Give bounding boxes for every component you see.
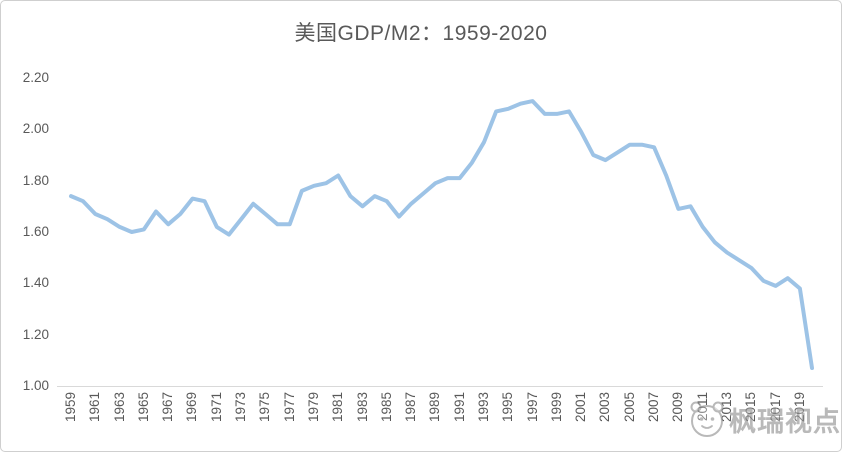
x-axis-tick-label: 2001 xyxy=(573,392,589,423)
x-axis-tick-label: 1973 xyxy=(233,392,249,423)
x-axis-tick-label: 2019 xyxy=(791,392,807,423)
y-axis-tick-label: 1.60 xyxy=(22,224,49,239)
x-axis-tick-label: 1959 xyxy=(63,392,78,423)
x-axis-tick-label: 1967 xyxy=(160,392,176,423)
x-axis-tick-label: 1981 xyxy=(330,392,346,423)
chart-title: 美国GDP/M2：1959-2020 xyxy=(294,22,548,45)
y-axis-tick-label: 2.20 xyxy=(22,70,49,85)
x-axis-tick-label: 1983 xyxy=(354,392,370,423)
x-axis-tick-label: 1965 xyxy=(135,392,151,423)
x-axis-tick-label: 1971 xyxy=(208,392,224,423)
x-axis-tick-label: 1991 xyxy=(451,392,467,423)
x-axis-tick-label: 1989 xyxy=(427,392,443,423)
x-axis-tick-label: 1985 xyxy=(378,392,394,423)
x-axis-tick-label: 1979 xyxy=(305,392,321,423)
x-axis-tick-label: 2005 xyxy=(621,392,637,423)
y-axis-tick-label: 1.20 xyxy=(22,326,49,342)
y-axis-tick-label: 1.00 xyxy=(22,378,49,393)
x-axis-tick-label: 1975 xyxy=(257,392,273,423)
x-axis-tick-label: 1969 xyxy=(184,392,200,423)
x-axis-tick-label: 1961 xyxy=(87,392,103,423)
x-axis-tick-label: 1963 xyxy=(111,392,127,423)
gdp-m2-series-line xyxy=(69,99,814,370)
x-axis-tick-label: 1999 xyxy=(548,392,564,423)
x-axis-tick-label: 2017 xyxy=(767,392,783,423)
x-axis-tick-label: 1995 xyxy=(500,392,516,423)
x-axis-tick-label: 2013 xyxy=(718,392,734,423)
y-axis-tick-label: 1.40 xyxy=(22,275,49,291)
x-axis-line xyxy=(57,386,823,387)
x-axis-tick-label: 1993 xyxy=(476,392,492,423)
y-axis-tick-label: 2.00 xyxy=(22,121,49,137)
x-axis-tick-label: 2009 xyxy=(670,392,686,423)
x-axis-tick-label: 2011 xyxy=(694,392,710,422)
x-axis-tick-label: 2003 xyxy=(597,392,613,423)
x-axis-tick-label: 1997 xyxy=(524,392,540,423)
x-axis-tick-label: 1987 xyxy=(403,392,419,423)
x-axis-tick-label: 2007 xyxy=(646,392,662,423)
x-axis-tick-label: 1977 xyxy=(281,392,297,423)
y-axis-tick-label: 1.80 xyxy=(22,172,49,188)
x-axis-tick-label: 2015 xyxy=(743,392,759,423)
